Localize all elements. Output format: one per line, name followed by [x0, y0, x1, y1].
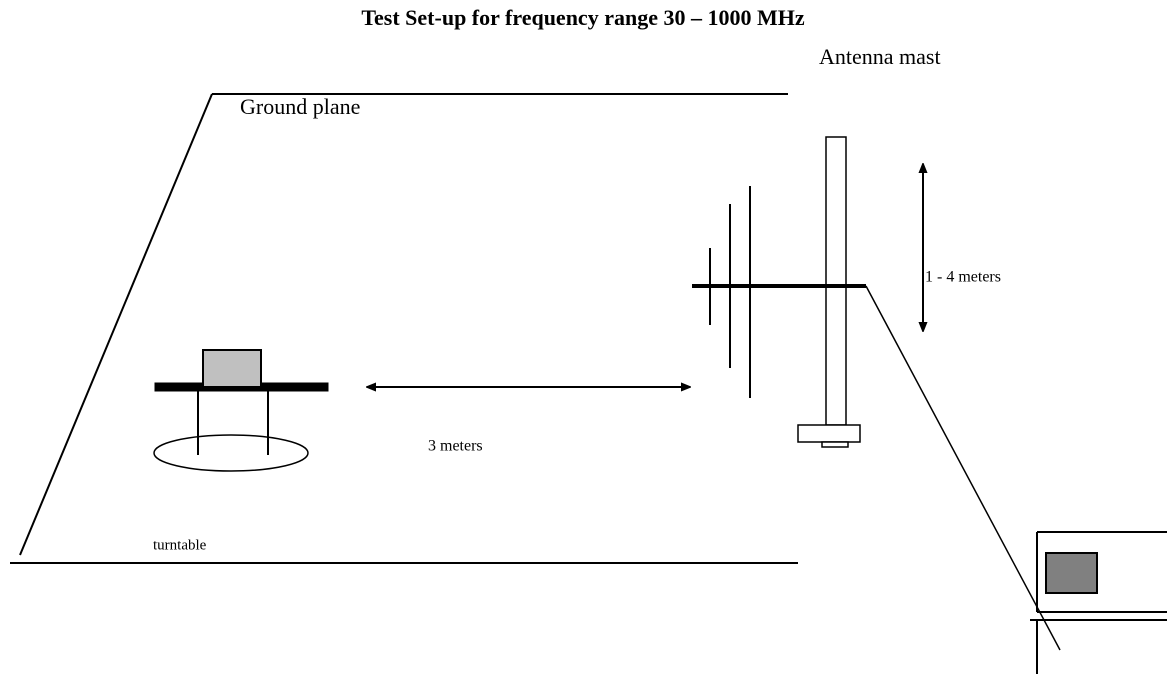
receiver	[1030, 531, 1167, 674]
ground-plane-label: Ground plane	[240, 94, 360, 119]
title: Test Set-up for frequency range 30 – 100…	[361, 5, 804, 30]
antenna-mast-label: Antenna mast	[819, 44, 941, 69]
turntable-label: turntable	[153, 537, 207, 553]
antenna	[692, 186, 866, 398]
distance-label: 3 meters	[428, 438, 483, 455]
turntable-setup	[153, 349, 329, 472]
antenna-mast	[797, 136, 861, 448]
height-label: 1 - 4 meters	[925, 269, 1001, 286]
ground-plane	[10, 93, 798, 564]
cable	[865, 285, 1061, 651]
